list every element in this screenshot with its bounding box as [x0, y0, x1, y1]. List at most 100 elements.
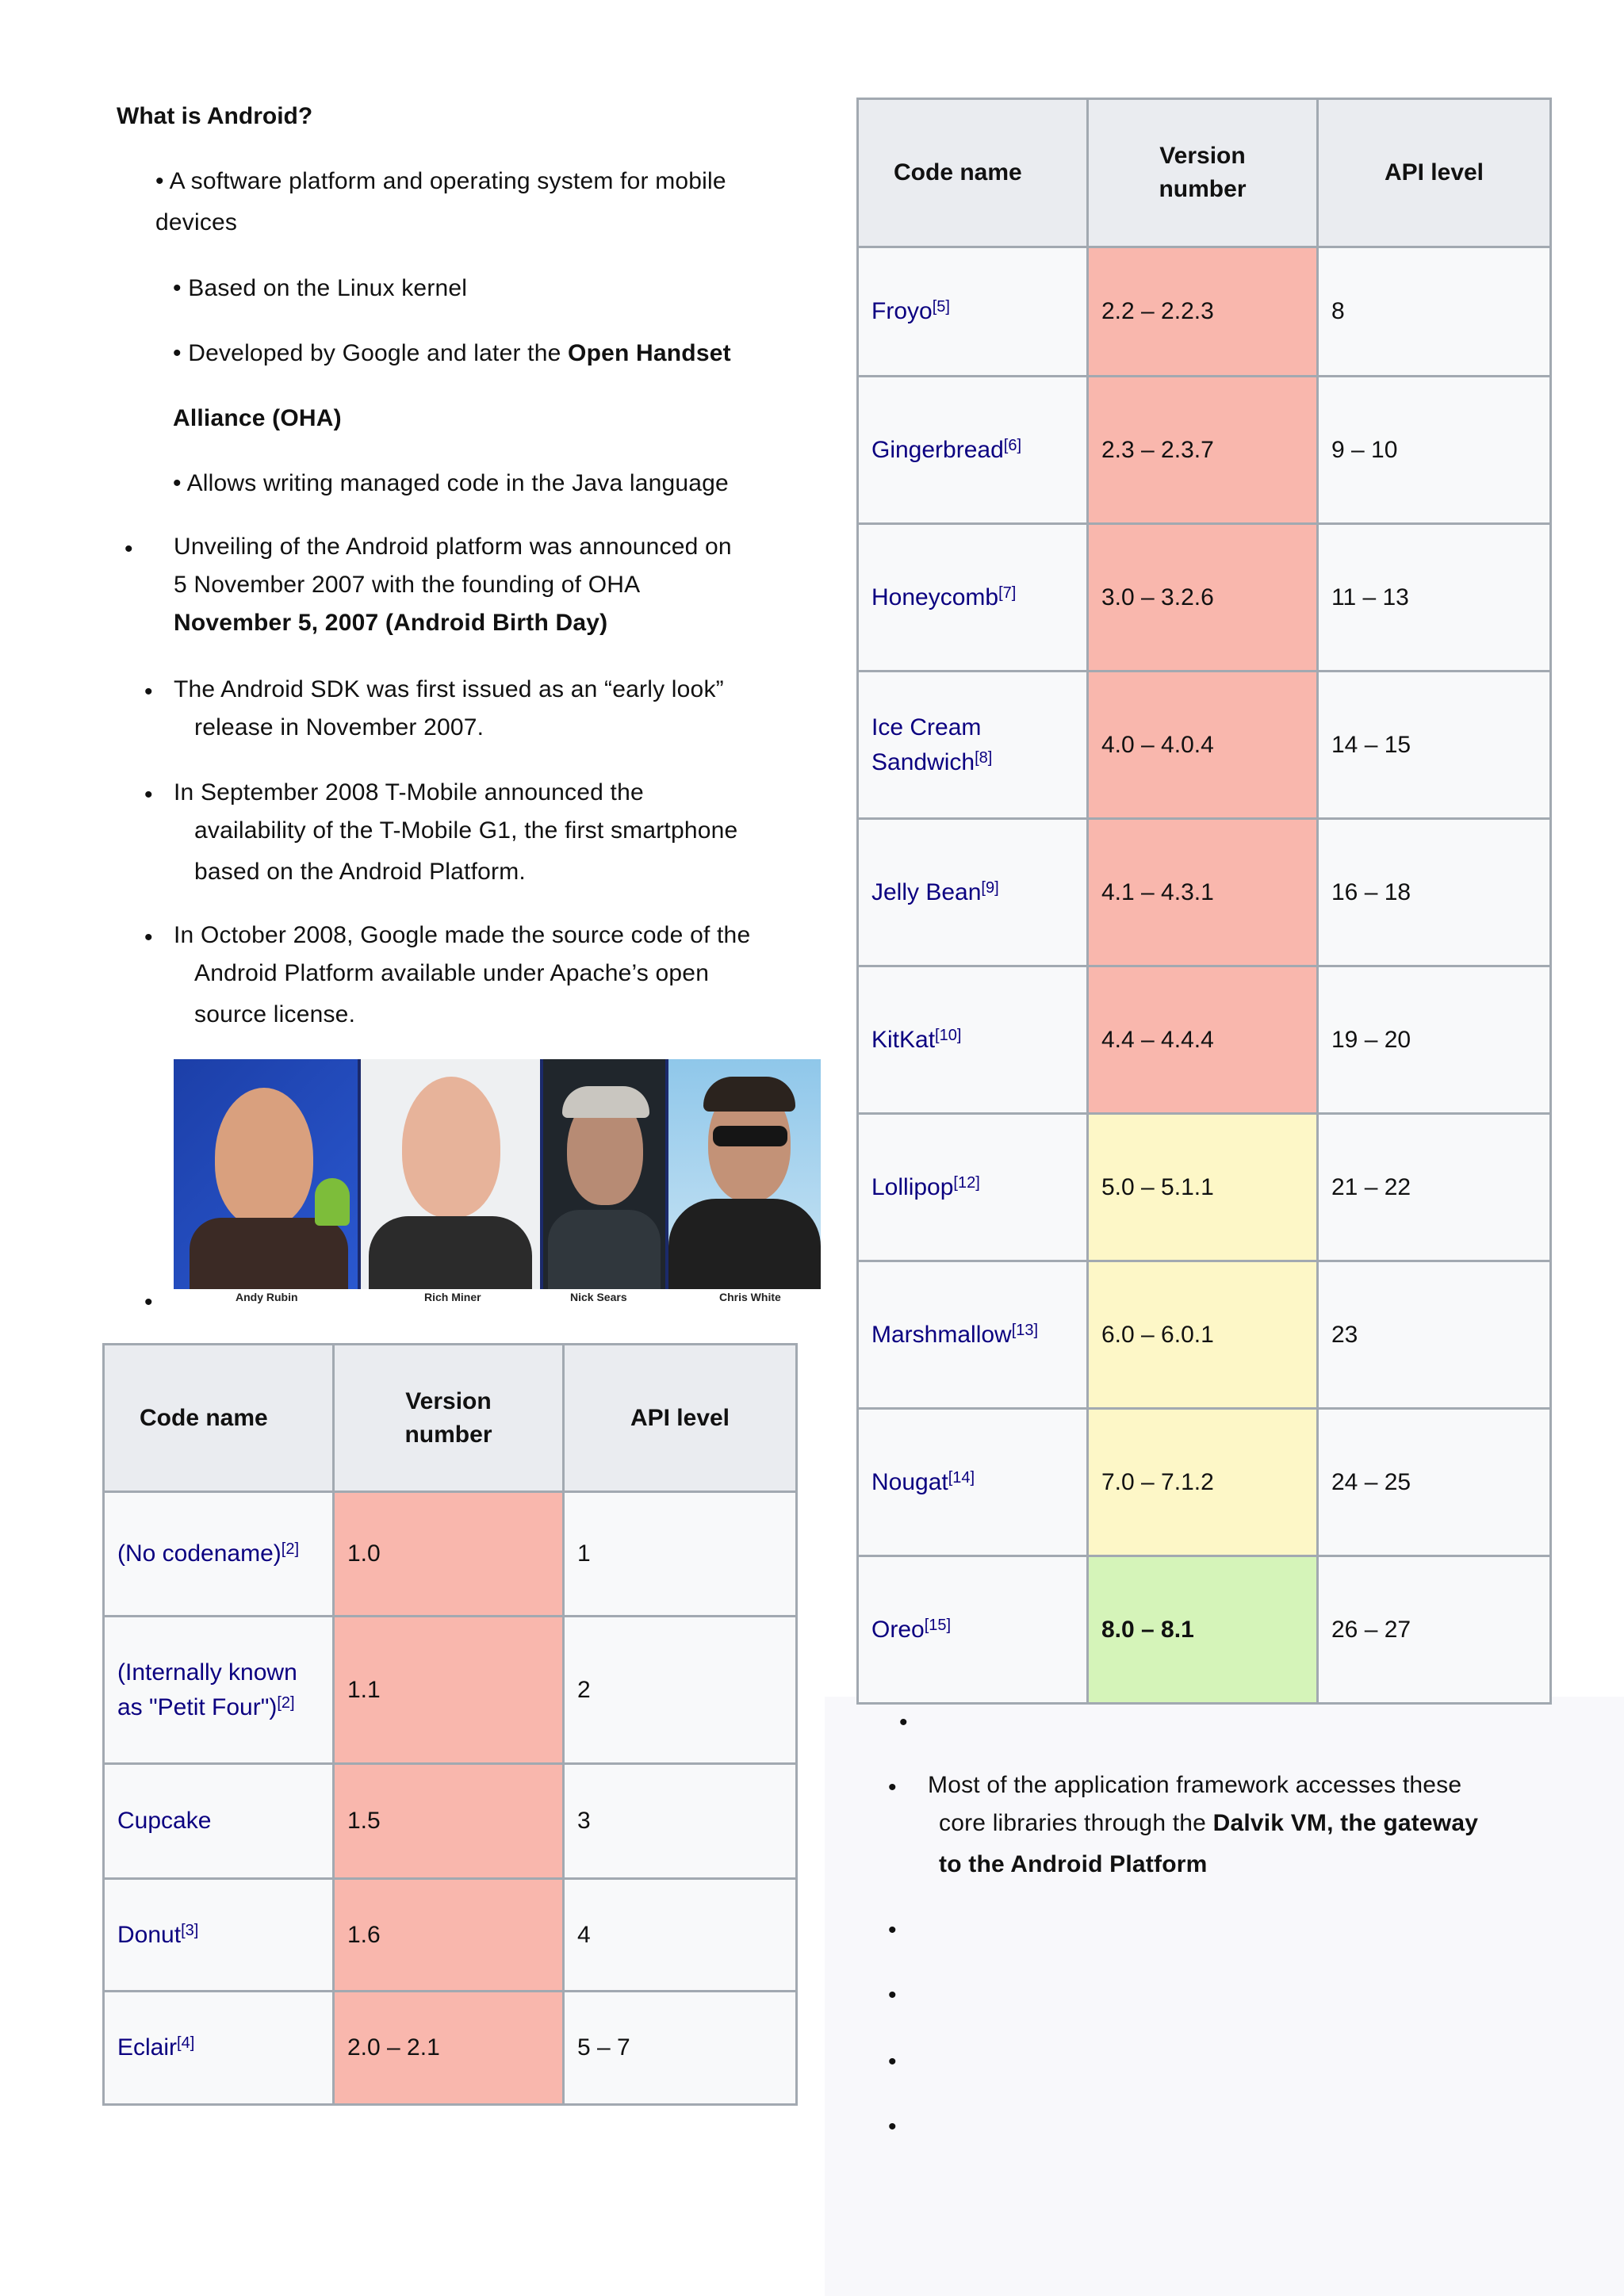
column-header: Version number [332, 1343, 565, 1493]
face-shape [215, 1088, 313, 1227]
founders-photo: Andy Rubin Rich Miner Nick Sears Chris W… [174, 1059, 821, 1311]
codename-link[interactable]: Lollipop [871, 1173, 954, 1200]
version-cell: 6.0 – 6.0.1 [1086, 1260, 1319, 1410]
version-cell: 4.0 – 4.0.4 [1086, 670, 1319, 820]
bullet-developed-cont: Alliance (OHA) [173, 405, 342, 431]
reference[interactable]: [8] [975, 748, 993, 767]
version-cell: 2.0 – 2.1 [332, 1990, 565, 2106]
reference[interactable]: [10] [935, 1026, 962, 1044]
reference[interactable]: [14] [948, 1468, 975, 1487]
page-title: What is Android? [117, 103, 313, 129]
codename-link[interactable]: Ice Cream Sandwich [871, 714, 982, 775]
codename-cell: Oreo[15] [856, 1555, 1089, 1705]
table-header-row: Code name Version number API level [856, 98, 1552, 248]
bullet-text: based on the Android Platform. [194, 859, 526, 885]
bullet-text: 5 November 2007 with the founding of OHA [174, 572, 641, 598]
reference[interactable]: [5] [932, 298, 950, 316]
codename-link[interactable]: Honeycomb [871, 584, 999, 610]
version-cell: 1.5 [332, 1762, 565, 1880]
codename-cell: Donut[3] [102, 1877, 335, 1992]
bullet-tmobile: In September 2008 T-Mobile announced the… [174, 774, 737, 891]
codename-cell: Gingerbread[6] [856, 375, 1089, 525]
version-cell: 4.4 – 4.4.4 [1086, 965, 1319, 1115]
bullet-text-bold: to the Android Platform [939, 1851, 1208, 1877]
codename-link[interactable]: Jelly Bean [871, 878, 982, 905]
version-cell: 8.0 – 8.1 [1086, 1555, 1319, 1705]
reference[interactable]: [2] [281, 1540, 300, 1558]
photo-caption: Rich Miner [424, 1291, 481, 1303]
reference[interactable]: [7] [998, 584, 1017, 602]
codename-link[interactable]: Nougat [871, 1468, 948, 1495]
codename-link[interactable]: Marshmallow [871, 1321, 1012, 1348]
bullet-java: • Allows writing managed code in the Jav… [173, 470, 729, 496]
api-cell: 16 – 18 [1316, 817, 1552, 967]
photo-caption-row: Andy Rubin Rich Miner Nick Sears Chris W… [174, 1289, 821, 1311]
bullet-text: Most of the application framework access… [928, 1772, 1462, 1798]
version-cell: 1.6 [332, 1877, 565, 1992]
bullet-dot: • [144, 924, 153, 951]
bullet-platform: • A software platform and operating syst… [155, 163, 726, 242]
bullet-text: The Android SDK was first issued as an “… [174, 676, 724, 702]
photo-panel [543, 1059, 665, 1289]
bullet-text: • Developed by Google and later the [173, 340, 569, 366]
bullet-dot: • [899, 1709, 908, 1735]
bullet-dalvik: Most of the application framework access… [928, 1766, 1478, 1884]
photo-panel [361, 1059, 540, 1289]
codename-link[interactable]: KitKat [871, 1026, 936, 1053]
table-row: KitKat[10] 4.4 – 4.4.4 19 – 20 [856, 965, 1552, 1115]
version-table-early: Code name Version number API level (No c… [102, 1343, 798, 2106]
api-cell: 1 [562, 1490, 798, 1617]
bullet-text: In October 2008, Google made the source … [174, 922, 751, 948]
codename-link[interactable]: Froyo [871, 298, 933, 324]
table-row: (No codename)[2] 1.0 1 [102, 1490, 798, 1617]
codename-link[interactable]: Eclair [117, 2034, 178, 2061]
codename-link[interactable]: Donut [117, 1921, 182, 1948]
photo-panel [174, 1059, 358, 1289]
bullet-sdk: The Android SDK was first issued as an “… [174, 671, 724, 747]
codename-cell: Marshmallow[13] [856, 1260, 1089, 1410]
bullet-text-bold: Dalvik VM, the gateway [1212, 1810, 1479, 1836]
version-cell: 3.0 – 3.2.6 [1086, 522, 1319, 672]
version-cell: 1.1 [332, 1615, 565, 1765]
codename-link[interactable]: Gingerbread [871, 436, 1004, 463]
bullet-source: In October 2008, Google made the source … [174, 916, 750, 1034]
hair-shape [562, 1086, 649, 1118]
table-row: Froyo[5] 2.2 – 2.2.3 8 [856, 246, 1552, 377]
bullet-dot: • [144, 679, 153, 705]
codename-link[interactable]: (Internally known as "Petit Four") [117, 1659, 297, 1720]
reference[interactable]: [2] [277, 1693, 295, 1712]
reference[interactable]: [9] [981, 878, 999, 897]
api-cell: 24 – 25 [1316, 1407, 1552, 1557]
api-cell: 3 [562, 1762, 798, 1880]
photo-caption: Chris White [719, 1291, 781, 1303]
codename-link[interactable]: Oreo [871, 1616, 925, 1643]
bullet-developed: • Developed by Google and later the Open… [173, 335, 731, 373]
reference[interactable]: [3] [181, 1921, 199, 1939]
shoulders-shape [369, 1216, 532, 1289]
reference[interactable]: [13] [1011, 1321, 1039, 1339]
codename-cell: Lollipop[12] [856, 1112, 1089, 1262]
bullet-text: Unveiling of the Android platform was an… [174, 534, 732, 560]
version-cell: 7.0 – 7.1.2 [1086, 1407, 1319, 1557]
column-header: Code name [102, 1343, 335, 1493]
codename-link[interactable]: Cupcake [117, 1808, 212, 1834]
api-cell: 11 – 13 [1316, 522, 1552, 672]
table-header-row: Code name Version number API level [102, 1343, 798, 1493]
bullet-dot: • [124, 536, 133, 562]
codename-link[interactable]: (No codename) [117, 1540, 282, 1567]
table-row: Jelly Bean[9] 4.1 – 4.3.1 16 – 18 [856, 817, 1552, 967]
bullet-dot: • [144, 1289, 153, 1315]
table-row: Donut[3] 1.6 4 [102, 1877, 798, 1992]
table-row: Gingerbread[6] 2.3 – 2.3.7 9 – 10 [856, 375, 1552, 525]
reference[interactable]: [6] [1003, 436, 1022, 454]
photo-panel [668, 1059, 821, 1289]
table-row: Oreo[15] 8.0 – 8.1 26 – 27 [856, 1555, 1552, 1705]
bullet-linux: • Based on the Linux kernel [173, 275, 468, 301]
reference[interactable]: [15] [924, 1616, 952, 1634]
reference[interactable]: [12] [953, 1173, 980, 1192]
codename-cell: Cupcake [102, 1762, 335, 1880]
api-cell: 2 [562, 1615, 798, 1765]
version-cell: 2.3 – 2.3.7 [1086, 375, 1319, 525]
reference[interactable]: [4] [177, 2034, 195, 2052]
shoulders-shape [668, 1199, 821, 1289]
